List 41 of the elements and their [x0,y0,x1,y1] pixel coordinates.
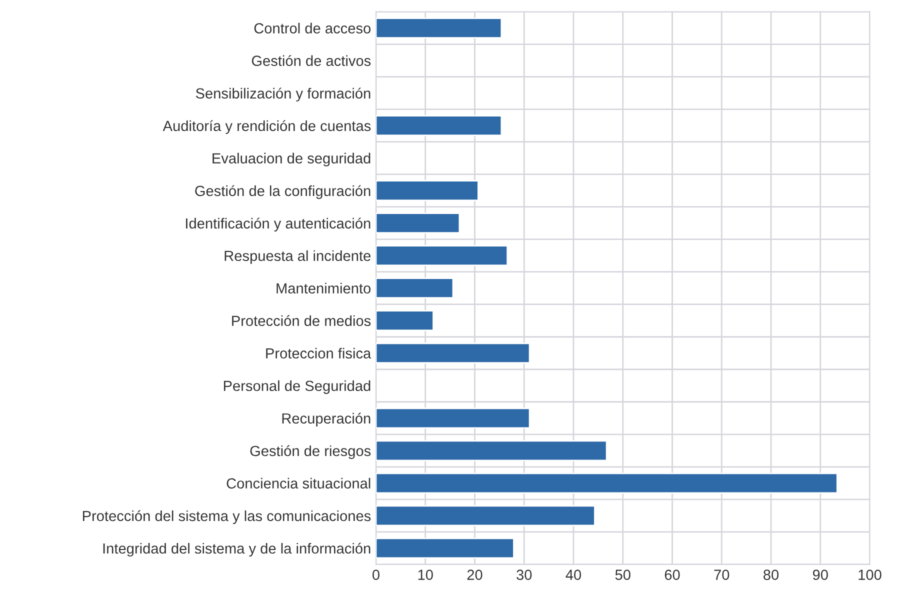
bar [376,440,608,462]
x-tick-label: 30 [516,570,532,580]
y-tick-label: Gestión de activos [252,55,371,66]
y-tick-label: Integridad del sistema y de la información [103,542,370,557]
y-tick-label: Sensibilización y formación [196,88,370,102]
bar [376,212,460,234]
x-tick-label: 0 [372,570,380,580]
y-tick-label: Personal de Seguridad [224,380,370,394]
x-tick-label: 40 [566,570,582,580]
y-tick-label: Identificación y autenticación [186,218,370,232]
x-tick-label: 50 [615,570,630,580]
y-tick-label: Proteccion fisica [266,348,372,359]
x-tick-label: 60 [664,570,680,580]
bar [376,408,530,429]
bar [376,472,838,494]
y-tick-label: Evaluacion de seguridad [212,152,370,166]
bar [376,18,502,39]
y-tick-label: Auditoría y rendición de cuentas [162,120,371,134]
y-tick-label: Recuperación [282,412,370,427]
bar [376,278,454,299]
bar [376,538,514,559]
x-tick-label: 10 [418,570,433,580]
x-tick-label: 70 [714,570,730,580]
bar [376,310,434,332]
y-tick-label: Gestión de riesgos [250,445,371,460]
bar [376,115,502,136]
y-tick-label: Protección de medios [232,315,371,326]
x-tick-label: 20 [467,570,482,580]
y-tick-label: Mantenimiento [276,282,371,294]
y-tick-label: Protección del sistema y las comunicaciones [82,510,371,524]
bar [376,180,479,202]
y-tick-label: Control de acceso [254,22,371,34]
y-tick-label: Gestión de la configuración [195,185,370,199]
x-tick-label: 90 [812,570,828,580]
x-tick-label: 80 [764,570,779,580]
bar [376,505,596,526]
y-tick-label: Conciencia situacional [226,478,370,489]
y-tick-label: Respuesta al incidente [224,250,370,264]
bar [376,342,530,364]
x-tick-label: 100 [858,570,882,580]
bar [376,245,508,266]
